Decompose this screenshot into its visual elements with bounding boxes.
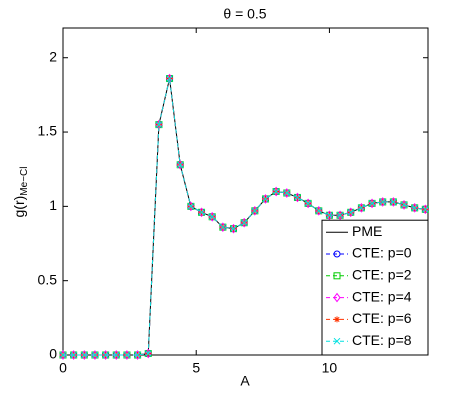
marker (421, 205, 429, 213)
marker (336, 211, 344, 219)
y-tick-label: 0 (49, 346, 57, 362)
x-tick-label: 5 (192, 360, 200, 376)
marker (294, 194, 301, 201)
y-tick-label: 1.5 (38, 123, 58, 139)
marker (91, 351, 99, 359)
marker (251, 207, 259, 215)
marker (272, 188, 280, 195)
marker (59, 351, 67, 359)
plot-frame (62, 27, 429, 356)
marker (176, 161, 184, 169)
marker (326, 211, 333, 219)
marker (333, 272, 341, 280)
marker (358, 204, 365, 212)
marker (333, 250, 341, 258)
marker (315, 207, 323, 215)
chart-title: θ = 0.5 (223, 6, 266, 22)
legend-label: CTE: p=6 (352, 310, 412, 326)
marker (368, 200, 376, 207)
marker (144, 350, 152, 357)
marker (334, 316, 340, 323)
marker (390, 198, 397, 206)
y-label-main: g(r) (11, 196, 27, 218)
legend-label: CTE: p=0 (352, 245, 412, 261)
marker (283, 189, 291, 197)
marker (102, 351, 109, 359)
legend-label: CTE: p=8 (352, 332, 412, 348)
marker (123, 351, 131, 359)
legend-label: PME (352, 223, 382, 239)
y-label-subscript: Me−Cl (19, 167, 30, 196)
marker (187, 203, 195, 210)
marker (134, 351, 141, 359)
marker (166, 75, 173, 82)
marker (230, 225, 237, 233)
y-tick-label: 2 (49, 48, 57, 64)
x-tick-label: 0 (59, 360, 67, 376)
marker (411, 204, 419, 212)
legend: PME CTE: p=0 CTE: p=2 CTE: p=4 CTE: p=6 CTE: … (321, 219, 429, 356)
marker (112, 351, 120, 359)
marker (240, 219, 248, 227)
marker (208, 213, 216, 221)
legend-label: CTE: p=4 (352, 288, 412, 304)
marker (400, 201, 408, 209)
marker (219, 223, 227, 231)
marker (304, 200, 312, 207)
marker (155, 121, 163, 128)
x-tick-label: 10 (322, 360, 338, 376)
y-tick-label: 0.5 (38, 271, 58, 287)
marker (333, 337, 341, 345)
marker (347, 208, 355, 216)
legend-label: CTE: p=2 (352, 267, 412, 283)
marker (379, 198, 387, 206)
y-tick-label: 1 (49, 197, 57, 213)
marker (80, 351, 88, 359)
marker (262, 195, 269, 203)
marker (333, 292, 341, 303)
x-axis-label: A (240, 373, 250, 389)
legend-box (321, 219, 429, 356)
marker (198, 208, 205, 216)
y-axis-label: g(r)Me−Cl (11, 167, 30, 218)
marker (70, 351, 78, 359)
